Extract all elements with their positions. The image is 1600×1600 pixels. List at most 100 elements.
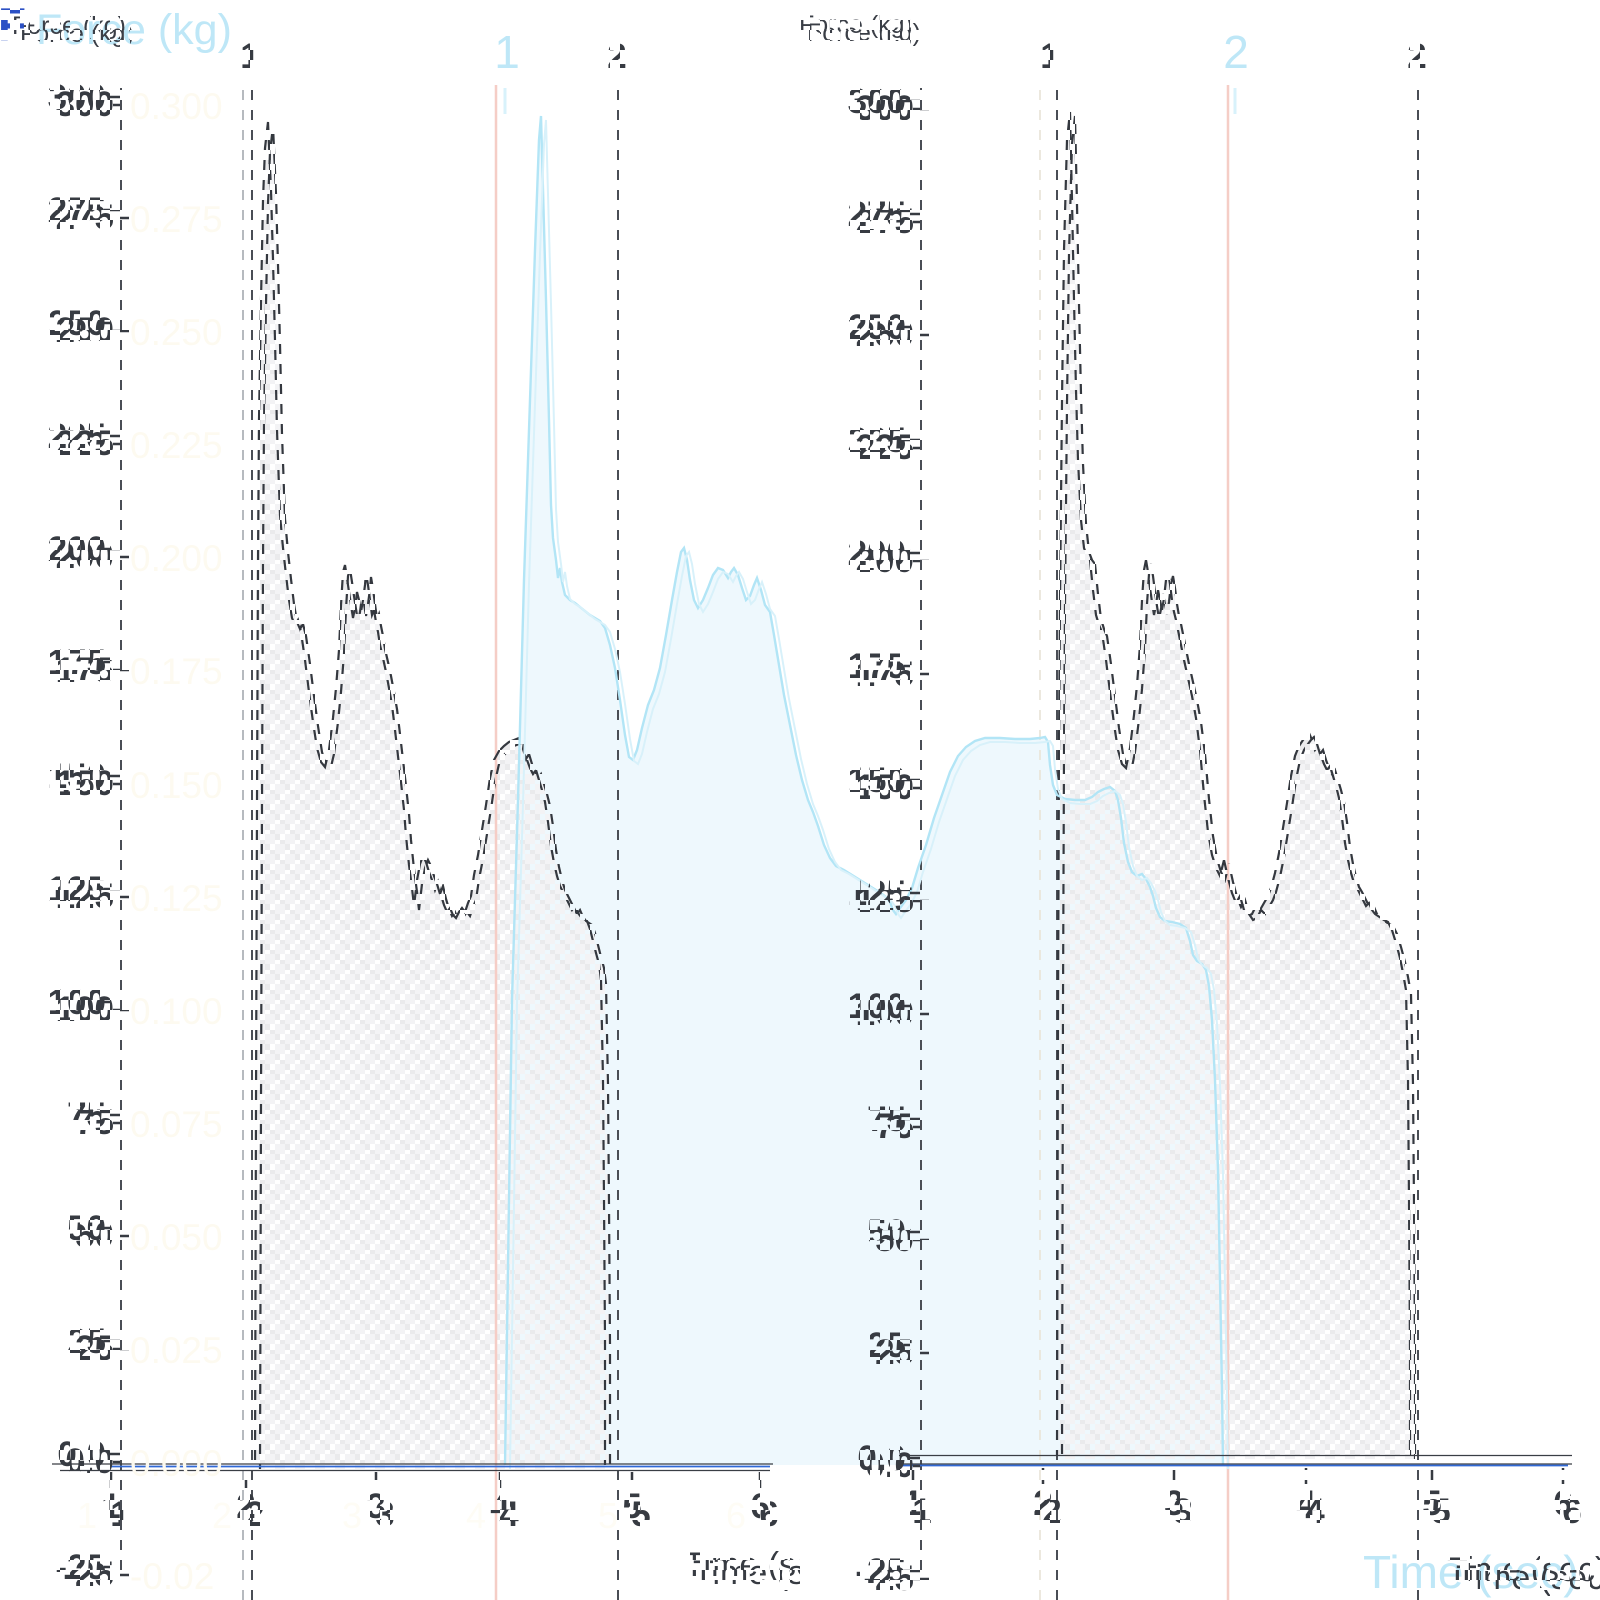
svg-text:275: 275 — [856, 202, 914, 241]
svg-text:0.150: 0.150 — [130, 765, 223, 806]
svg-text:3: 3 — [1164, 1484, 1183, 1523]
svg-text:100: 100 — [48, 983, 106, 1022]
svg-text:275: 275 — [56, 198, 114, 237]
svg-text:Time (sec): Time (sec) — [1363, 1546, 1579, 1598]
svg-text:100: 100 — [848, 987, 906, 1026]
svg-text:3: 3 — [1173, 1492, 1192, 1531]
svg-text:25: 25 — [875, 1333, 914, 1372]
svg-text:6: 6 — [759, 1495, 778, 1534]
svg-text:F: F — [0, 0, 26, 50]
svg-text:75: 75 — [867, 1100, 906, 1139]
svg-text:150: 150 — [56, 764, 114, 803]
svg-text:0.0: 0.0 — [865, 1446, 914, 1485]
svg-text:-25: -25 — [855, 1552, 906, 1591]
svg-text:25: 25 — [75, 1329, 114, 1368]
svg-text:0.200: 0.200 — [130, 538, 223, 579]
svg-text:25: 25 — [867, 1326, 906, 1365]
svg-text:Force (kg): Force (kg) — [799, 11, 913, 39]
svg-text:175: 175 — [856, 655, 914, 694]
svg-text:50: 50 — [867, 1213, 906, 1252]
svg-text:-25: -25 — [863, 1559, 914, 1598]
svg-text:0.175: 0.175 — [130, 651, 223, 692]
svg-text:3: 3 — [375, 1495, 394, 1534]
svg-text:1: 1 — [77, 1495, 97, 1536]
svg-text:25: 25 — [67, 1322, 106, 1361]
svg-text:0.250: 0.250 — [130, 312, 223, 353]
svg-text:Force (kg): Force (kg) — [807, 19, 921, 47]
svg-text:100: 100 — [856, 994, 914, 1033]
svg-text:4: 4 — [1296, 1484, 1316, 1523]
svg-text:1: 1 — [1040, 37, 1059, 76]
svg-text:225: 225 — [856, 428, 914, 467]
svg-text:0.300: 0.300 — [130, 86, 223, 127]
svg-text:Force (kg): Force (kg) — [36, 6, 232, 54]
svg-text:200: 200 — [848, 534, 906, 573]
svg-text:4: 4 — [499, 1495, 519, 1534]
svg-text:1: 1 — [240, 37, 259, 76]
svg-text:0.0: 0.0 — [57, 1435, 106, 1474]
svg-text:Force (kg): Force (kg) — [12, 12, 126, 40]
svg-text:0.100: 0.100 — [130, 991, 223, 1032]
svg-text:3: 3 — [366, 1487, 385, 1526]
svg-text:125: 125 — [848, 874, 906, 913]
svg-text:225: 225 — [848, 421, 906, 460]
svg-text:125: 125 — [56, 877, 114, 916]
svg-text:250: 250 — [56, 311, 114, 350]
svg-text:2: 2 — [212, 1495, 232, 1536]
svg-text:4: 4 — [466, 1495, 486, 1536]
svg-text:6: 6 — [1553, 1484, 1572, 1523]
svg-text:300: 300 — [48, 78, 106, 117]
svg-text:Time (sec): Time (sec) — [693, 1554, 852, 1592]
svg-text:150: 150 — [856, 768, 914, 807]
svg-text:1: 1 — [912, 1492, 931, 1531]
svg-text:0.000: 0.000 — [130, 1443, 223, 1484]
svg-text:200: 200 — [56, 537, 114, 576]
svg-text:0.075: 0.075 — [130, 1104, 223, 1145]
svg-text:Time (sec): Time (sec) — [684, 1546, 843, 1584]
svg-text:2: 2 — [1407, 37, 1426, 76]
svg-text:1: 1 — [903, 1484, 922, 1523]
svg-text:300: 300 — [56, 85, 114, 124]
svg-text:2: 2 — [1033, 1484, 1052, 1523]
svg-text:Time (sec): Time (sec) — [1447, 1551, 1600, 1589]
svg-text:150: 150 — [848, 761, 906, 800]
svg-text:5: 5 — [622, 1487, 641, 1526]
svg-text:275: 275 — [48, 191, 106, 230]
svg-text:2: 2 — [1223, 26, 1249, 78]
svg-text:175: 175 — [56, 651, 114, 690]
svg-text:5: 5 — [631, 1495, 650, 1534]
svg-text:175: 175 — [848, 647, 906, 686]
svg-text:75: 75 — [67, 1096, 106, 1135]
svg-text:200: 200 — [856, 541, 914, 580]
svg-text:0.025: 0.025 — [130, 1330, 223, 1371]
svg-text:-25: -25 — [55, 1548, 106, 1587]
svg-text:250: 250 — [848, 308, 906, 347]
svg-text:250: 250 — [48, 304, 106, 343]
svg-text:2: 2 — [236, 1487, 255, 1526]
svg-text:125: 125 — [48, 870, 106, 909]
svg-text:250: 250 — [856, 315, 914, 354]
svg-text:2: 2 — [245, 1495, 264, 1534]
svg-text:225: 225 — [48, 417, 106, 456]
svg-text:6: 6 — [1562, 1492, 1581, 1531]
svg-text:0.0: 0.0 — [857, 1439, 906, 1478]
svg-text:225: 225 — [56, 424, 114, 463]
svg-text:150: 150 — [48, 757, 106, 796]
svg-text:100: 100 — [56, 990, 114, 1029]
svg-text:5: 5 — [1422, 1484, 1441, 1523]
svg-text:3: 3 — [342, 1495, 362, 1536]
svg-text:5: 5 — [598, 1495, 618, 1536]
svg-text:50: 50 — [67, 1209, 106, 1248]
svg-text:4: 4 — [1305, 1492, 1325, 1531]
svg-text:6: 6 — [750, 1487, 769, 1526]
svg-text:1: 1 — [101, 1487, 120, 1526]
svg-text:75: 75 — [875, 1107, 914, 1146]
svg-text:Time (sec): Time (sec) — [1456, 1559, 1600, 1597]
svg-text:200: 200 — [48, 530, 106, 569]
svg-text:50: 50 — [875, 1220, 914, 1259]
svg-text:75: 75 — [75, 1103, 114, 1142]
svg-text:50: 50 — [75, 1216, 114, 1255]
svg-text:0.275: 0.275 — [130, 199, 223, 240]
svg-text:Force (kg): Force (kg) — [20, 20, 134, 48]
svg-text:1: 1 — [494, 26, 520, 78]
